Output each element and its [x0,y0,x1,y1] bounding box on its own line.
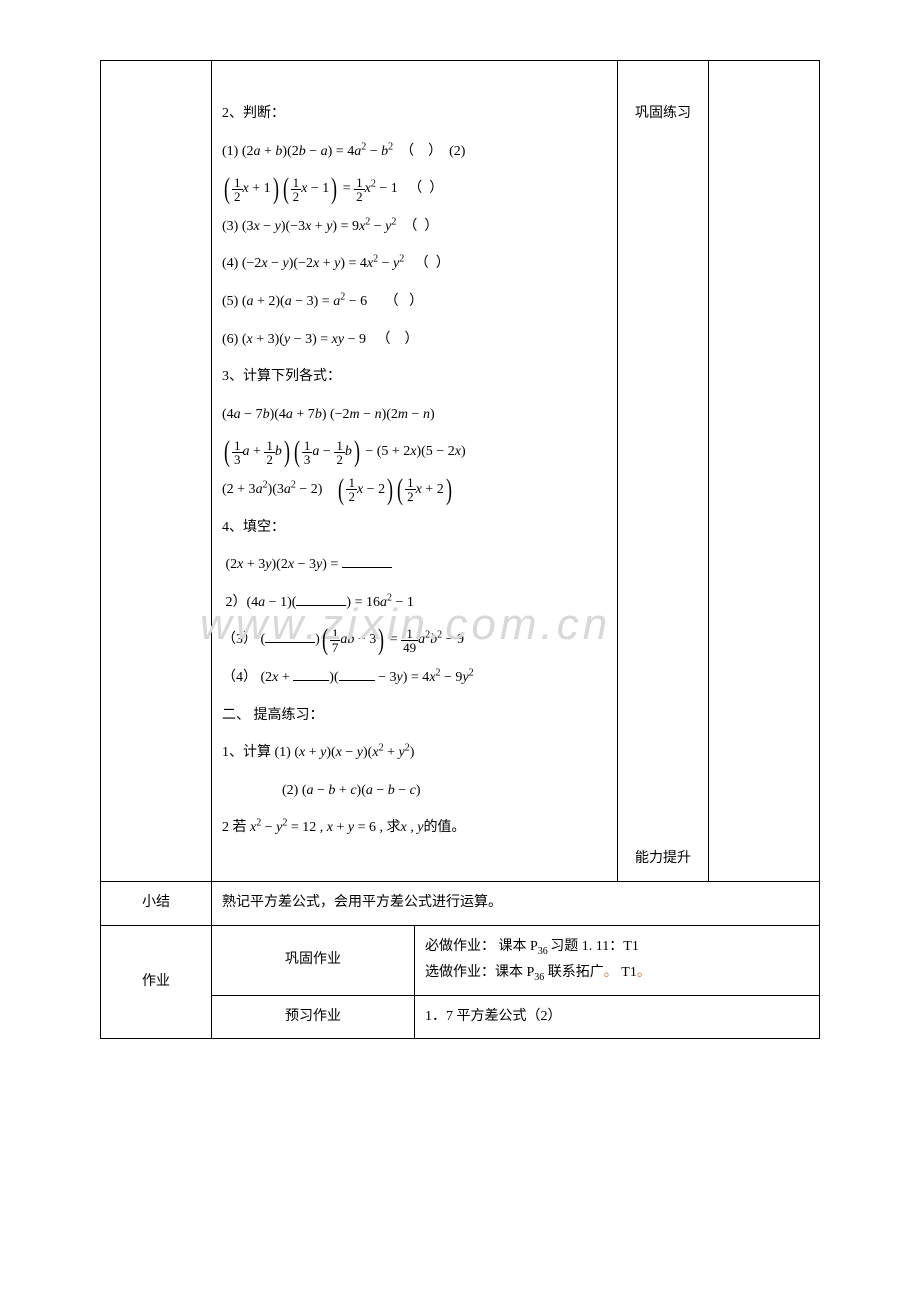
fill-item-1: (2x + 3y)(2x − 3y) = [222,548,607,582]
note-bottom: 能力提升 [618,846,708,881]
homework-label: 作业 [101,925,212,1039]
summary-text: 熟记平方差公式，会用平方差公式进行运算。 [212,882,820,926]
page: www.zixin.com.cn 2、判断： (1) (2a + b)(2b −… [0,0,920,1302]
judge-item-6: (6) (x + 3)(y − 3) = xy − 9 （ ） [222,323,607,357]
judge-item-5: (5) (a + 2)(a − 3) = a2 − 6 （ ） [222,285,607,319]
calc-item-2: (13a + 12b)(13a − 12b) − (5 + 2x)(5 − 2x… [222,435,607,469]
homework-type-1: 巩固作业 [212,925,415,995]
advance-item-3: 2 若 x2 − y2 = 12 , x + y = 6 , 求x , y的值。 [222,811,607,845]
judge-item-1: (1) (2a + b)(2b − a) = 4a2 − b2 （ ） (2) [222,135,607,169]
fill-heading: 4、填空： [222,511,607,545]
judge-heading: 2、判断： [222,97,607,131]
hw1-line1: 必做作业： 课本 P36 习题 1. 11：T1 [425,934,809,961]
calc-item-1: (4a − 7b)(4a + 7b) (−2m − n)(2m − n) [222,398,607,432]
math-content: 2、判断： (1) (2a + b)(2b − a) = 4a2 − b2 （ … [222,97,607,845]
table-row: 2、判断： (1) (2a + b)(2b − a) = 4a2 − b2 （ … [101,61,820,882]
summary-label: 小结 [101,882,212,926]
judge-item-2: (12x + 1)(12x − 1) = 12x2 − 1 （ ） [222,172,607,206]
judge-item-4: (4) (−2x − y)(−2x + y) = 4x2 − y2 （ ） [222,247,607,281]
row1-right-cell [709,61,820,882]
row1-left-cell [101,61,212,882]
advance-heading: 二、 提高练习： [222,699,607,733]
calc-item-3: (2 + 3a2)(3a2 − 2) (12x − 2)(12x + 2) [222,473,607,507]
notes-cell: 巩固练习 能力提升 [618,61,709,882]
advance-item-1: 1、计算 (1) (x + y)(x − y)(x2 + y2) [222,736,607,770]
table-row: 小结 熟记平方差公式，会用平方差公式进行运算。 [101,882,820,926]
judge-item-3: (3) (3x − y)(−3x + y) = 9x2 − y2 （ ） [222,210,607,244]
homework-content-1: 必做作业： 课本 P36 习题 1. 11：T1 选做作业：课本 P36 联系拓… [415,925,820,995]
fill-item-2: 2）(4a − 1)() = 16a2 − 1 [222,586,607,620]
homework-type-2: 预习作业 [212,995,415,1039]
note-top: 巩固练习 [618,61,708,128]
calc-heading: 3、计算下列各式： [222,360,607,394]
advance-item-2: (2) (a − b + c)(a − b − c) [222,774,607,808]
hw1-line2: 选做作业：课本 P36 联系拓广。 T1。 [425,960,809,987]
homework-content-2: 1．7 平方差公式（2） [415,995,820,1039]
math-content-cell: 2、判断： (1) (2a + b)(2b − a) = 4a2 − b2 （ … [212,61,618,882]
fill-item-4: （4） (2x + )( − 3y) = 4x2 − 9y2 [222,661,607,695]
table-row: 作业 巩固作业 必做作业： 课本 P36 习题 1. 11：T1 选做作业：课本… [101,925,820,995]
main-table: 2、判断： (1) (2a + b)(2b − a) = 4a2 − b2 （ … [100,60,820,1039]
fill-item-3: （3） ()(17ab − 3) = 149a2b2 − 9 [222,623,607,657]
